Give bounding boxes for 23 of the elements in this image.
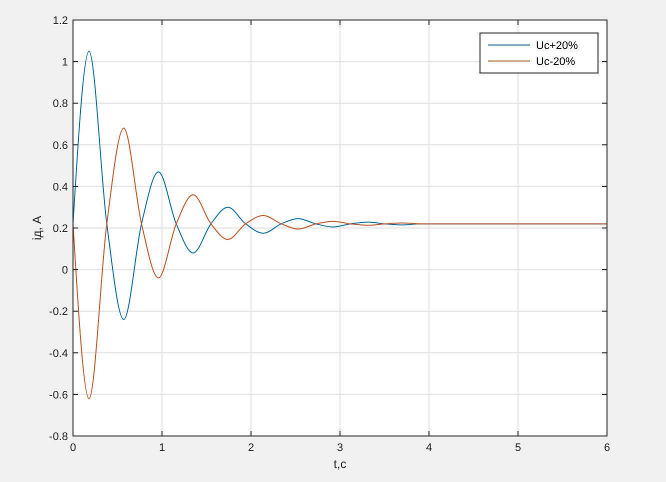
y-tick-label: -0.8	[49, 431, 68, 443]
y-tick-label: 0.4	[52, 181, 68, 194]
y-tick-label: 1	[62, 56, 68, 69]
x-tick-label: 3	[336, 442, 344, 454]
y-tick-label: 1.2	[52, 15, 68, 27]
legend-label: Uc-20%	[536, 56, 576, 68]
y-tick-label: 0	[62, 264, 68, 277]
x-axis-title: t,c	[334, 457, 346, 471]
y-tick-label: -0.6	[49, 389, 68, 402]
line-series	[72, 128, 608, 400]
x-tick-label: 5	[514, 442, 522, 454]
y-tick-label: -0.4	[49, 348, 68, 360]
y-tick-label: 0.6	[52, 140, 68, 152]
y-axis-title: iд, A	[30, 216, 44, 240]
x-tick-label: 2	[248, 442, 254, 454]
y-tick-label: 0.8	[52, 98, 68, 110]
legend-label: Uc+20%	[536, 40, 578, 52]
x-tick-label: 0	[70, 442, 76, 454]
x-tick-label: 6	[604, 442, 610, 454]
x-tick-label: 4	[426, 442, 432, 454]
y-tick-label: 0.2	[52, 223, 68, 235]
y-tick-label: -0.2	[49, 306, 68, 318]
x-tick-label: 1	[158, 442, 166, 454]
